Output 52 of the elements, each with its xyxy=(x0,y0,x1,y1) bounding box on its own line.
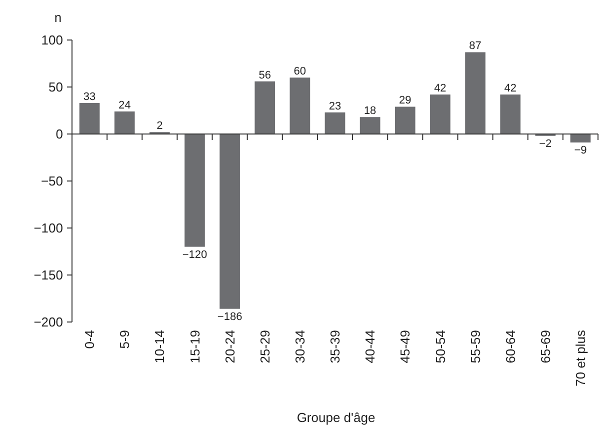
x-tick-label: 55-59 xyxy=(468,330,483,364)
bar xyxy=(570,134,591,142)
y-tick-label: −150 xyxy=(34,268,63,283)
data-label: 18 xyxy=(364,105,376,118)
data-label: 23 xyxy=(328,100,342,112)
x-tick-label: 25-29 xyxy=(257,330,272,364)
data-label: 42 xyxy=(504,82,516,95)
data-label: 60 xyxy=(294,66,306,78)
x-tick-label: 50-54 xyxy=(432,330,448,364)
data-label: 2 xyxy=(156,120,163,132)
x-tick-label: 70 et plus xyxy=(573,330,588,386)
y-tick-label: −200 xyxy=(34,314,63,330)
x-tick-label: 65-69 xyxy=(538,330,553,364)
bar xyxy=(324,112,346,134)
y-tick-label: 100 xyxy=(41,32,63,48)
y-tick-label: 50 xyxy=(48,80,63,95)
x-tick-label: 5-9 xyxy=(117,330,132,349)
bar xyxy=(184,134,205,247)
x-tick-label: 60-64 xyxy=(502,330,518,364)
bar xyxy=(114,111,135,134)
bar xyxy=(360,117,380,134)
x-axis-title: Groupe d'âge xyxy=(296,410,376,425)
bar xyxy=(430,94,450,134)
bar xyxy=(500,94,521,134)
x-tick-label: 20-24 xyxy=(222,330,238,364)
y-tick-label: −50 xyxy=(40,174,63,189)
bar xyxy=(290,78,310,134)
bar xyxy=(465,52,486,134)
x-tick-label: 35-39 xyxy=(328,330,343,364)
x-tick-label: 10-14 xyxy=(152,330,168,364)
y-axis-title: n xyxy=(54,10,62,25)
data-label: 33 xyxy=(83,90,96,103)
data-label: −2 xyxy=(539,138,552,150)
bar xyxy=(254,81,276,134)
data-label: 24 xyxy=(118,99,131,112)
data-label: −120 xyxy=(182,248,208,261)
data-label: 29 xyxy=(399,94,412,107)
bar xyxy=(79,102,100,134)
data-label: 87 xyxy=(469,40,482,52)
y-tick-label: 0 xyxy=(56,126,63,142)
x-tick-label: 0-4 xyxy=(82,330,98,349)
x-tick-label: 45-49 xyxy=(398,330,413,364)
bar xyxy=(394,106,416,134)
bar xyxy=(220,134,240,309)
data-label: 56 xyxy=(258,69,271,82)
data-label: −9 xyxy=(574,144,587,156)
x-tick-label: 15-19 xyxy=(187,330,202,364)
y-tick-label: −100 xyxy=(34,220,63,236)
x-tick-label: 30-34 xyxy=(292,330,308,364)
data-label: 42 xyxy=(434,82,446,95)
x-tick-label: 40-44 xyxy=(362,330,378,364)
data-label: −186 xyxy=(217,310,242,323)
